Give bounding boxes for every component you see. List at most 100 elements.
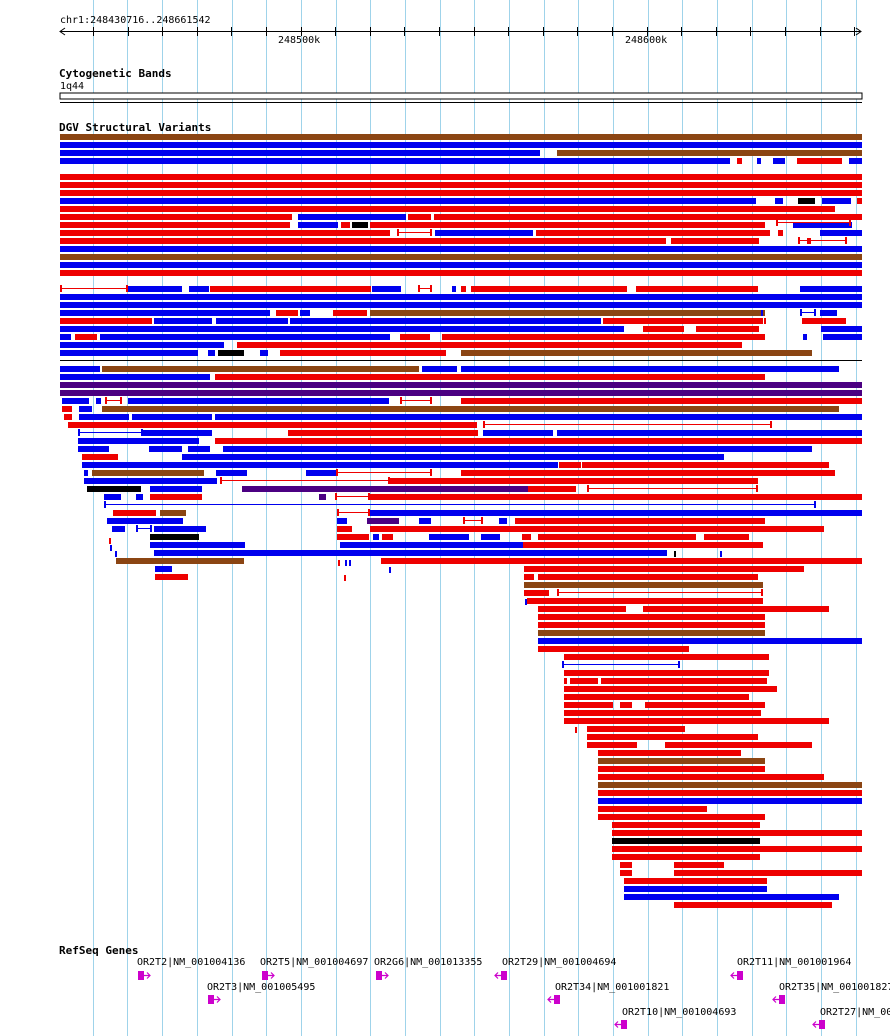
gene-label[interactable]: OR2T29|NM_001004694 bbox=[502, 957, 617, 968]
variant-feature bbox=[559, 462, 581, 468]
gene-label[interactable]: OR2T27|NM_001001824 bbox=[820, 1007, 890, 1018]
gene-exon bbox=[621, 1020, 627, 1029]
variant-feature bbox=[60, 134, 862, 140]
variant-feature bbox=[104, 494, 121, 500]
gene-strand-arrow bbox=[812, 1021, 819, 1028]
variant-feature bbox=[113, 510, 156, 516]
variant-feature bbox=[793, 222, 852, 228]
variant-feature bbox=[645, 702, 765, 708]
gene-strand-arrow bbox=[494, 972, 501, 979]
variant-feature bbox=[216, 318, 288, 324]
variant-feature bbox=[62, 398, 89, 404]
gene-exon bbox=[554, 995, 560, 1004]
variant-feature bbox=[564, 718, 829, 724]
gene-label[interactable]: OR2T3|NM_001005495 bbox=[207, 982, 316, 993]
variant-feature bbox=[84, 478, 217, 484]
variant-feature bbox=[60, 342, 224, 348]
variant-feature bbox=[352, 222, 368, 228]
variant-feature bbox=[429, 534, 469, 540]
variant-feature bbox=[598, 814, 765, 820]
variant-link-end bbox=[220, 477, 222, 484]
variant-feature bbox=[60, 254, 862, 260]
variant-feature bbox=[524, 590, 549, 596]
variant-feature bbox=[60, 334, 71, 340]
variant-feature bbox=[471, 286, 627, 292]
gene-label[interactable]: OR2T35|NM_001001827 bbox=[779, 982, 890, 993]
refseq-track-title[interactable]: RefSeq Genes bbox=[59, 944, 139, 957]
variant-feature bbox=[60, 302, 862, 308]
variant-feature bbox=[260, 350, 268, 356]
variant-feature bbox=[218, 350, 244, 356]
gene-label[interactable]: OR2T34|NM_001001821 bbox=[555, 982, 670, 993]
variant-feature bbox=[160, 510, 186, 516]
variant-feature bbox=[821, 326, 862, 332]
gene-exon bbox=[501, 971, 507, 980]
variant-feature bbox=[582, 462, 829, 468]
gene-label[interactable]: OR2T2|NM_001004136 bbox=[137, 957, 246, 968]
gene-label[interactable]: OR2T10|NM_001004693 bbox=[622, 1007, 737, 1018]
variant-feature bbox=[112, 526, 125, 532]
variant-feature bbox=[154, 318, 212, 324]
variant-feature bbox=[96, 398, 101, 404]
variant-feature bbox=[461, 398, 862, 404]
variant-link-end bbox=[483, 421, 485, 428]
variant-feature bbox=[150, 542, 245, 548]
variant-feature bbox=[87, 486, 141, 492]
variant-link-end bbox=[557, 589, 559, 596]
variant-link-end bbox=[78, 429, 80, 436]
dgv-track-title[interactable]: DGV Structural Variants bbox=[59, 121, 212, 134]
variant-feature bbox=[60, 294, 862, 300]
gene-exon bbox=[819, 1020, 825, 1029]
variant-feature bbox=[340, 542, 523, 548]
variant-feature bbox=[612, 822, 760, 828]
variant-feature bbox=[60, 198, 756, 204]
variant-feature bbox=[337, 526, 352, 532]
variant-link-end bbox=[104, 501, 106, 508]
gene-strand-arrow bbox=[547, 996, 554, 1003]
variant-tick bbox=[338, 560, 340, 566]
gene-exon bbox=[376, 971, 382, 980]
variant-feature bbox=[674, 870, 862, 876]
gene-label[interactable]: OR2T5|NM_001004697 bbox=[260, 957, 369, 968]
variant-feature bbox=[223, 446, 812, 452]
ruler-arrow-left bbox=[59, 27, 66, 36]
variant-feature bbox=[665, 742, 812, 748]
variant-feature bbox=[215, 414, 862, 420]
variant-link-end bbox=[337, 509, 339, 516]
variant-feature bbox=[60, 206, 835, 212]
variant-feature bbox=[400, 334, 430, 340]
variant-feature bbox=[62, 406, 72, 412]
cytogenetic-bands-track-title[interactable]: Cytogenetic Bands bbox=[59, 67, 172, 80]
variant-feature bbox=[143, 430, 212, 436]
variant-feature bbox=[587, 726, 685, 732]
cytoband-label: 1q44 bbox=[60, 81, 85, 92]
variant-feature bbox=[564, 702, 613, 708]
gene-exon bbox=[262, 971, 268, 980]
variant-feature bbox=[60, 190, 862, 196]
variant-feature bbox=[215, 374, 765, 380]
variant-feature bbox=[823, 334, 862, 340]
gene-strand-arrow bbox=[144, 972, 151, 979]
variant-feature bbox=[136, 494, 143, 500]
variant-feature bbox=[154, 550, 667, 556]
variant-feature bbox=[128, 398, 389, 404]
variant-feature bbox=[370, 222, 765, 228]
ruler-arrow-right bbox=[855, 27, 862, 36]
variant-feature bbox=[528, 486, 576, 492]
gene-label[interactable]: OR2T11|NM_001001964 bbox=[737, 957, 852, 968]
variant-link-end bbox=[770, 421, 772, 428]
variant-feature bbox=[612, 854, 760, 860]
variant-feature bbox=[598, 782, 862, 788]
variant-feature bbox=[298, 214, 406, 220]
variant-feature bbox=[60, 374, 210, 380]
variant-feature bbox=[84, 470, 88, 476]
variant-feature bbox=[60, 230, 390, 236]
variant-feature bbox=[60, 158, 730, 164]
gene-label[interactable]: OR2G6|NM_001013355 bbox=[374, 957, 483, 968]
gene-exon bbox=[208, 995, 214, 1004]
variant-feature bbox=[798, 198, 815, 204]
variant-feature bbox=[536, 230, 770, 236]
variant-tick bbox=[115, 551, 117, 557]
